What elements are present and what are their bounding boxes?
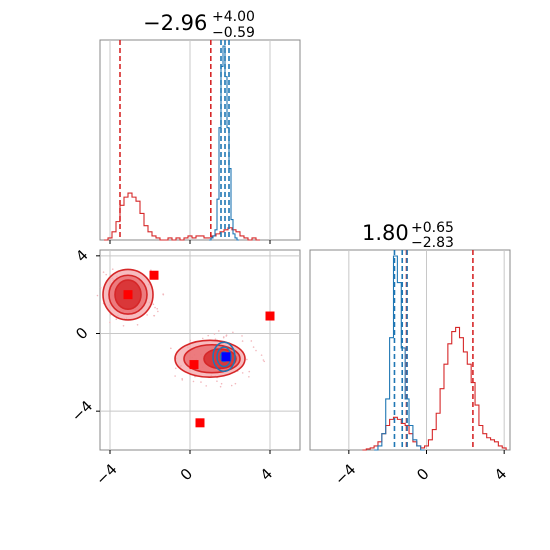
scatter-point	[200, 381, 202, 383]
scatter-point	[105, 273, 108, 276]
red-truth-marker	[195, 418, 205, 428]
scatter-point	[248, 375, 250, 378]
scatter-point	[152, 303, 155, 306]
x-tick-label: −4	[331, 460, 359, 488]
histogram-step-blue	[374, 255, 425, 451]
scatter-point	[201, 337, 204, 340]
scatter-point	[207, 334, 210, 337]
scatter-point	[218, 330, 220, 332]
marginal-1-frame	[99, 39, 301, 241]
scatter-point	[225, 335, 228, 337]
scatter-point	[220, 382, 223, 385]
marginal-histogram-param2: −4 0 4	[309, 249, 511, 489]
red-truth-marker	[123, 290, 133, 300]
red-truth-marker	[189, 360, 199, 370]
scatter-point	[214, 338, 217, 340]
scatter-point	[222, 336, 225, 338]
scatter-point	[241, 340, 244, 342]
scatter-point	[150, 269, 152, 271]
scatter-point	[230, 384, 233, 387]
scatter-point	[213, 333, 216, 335]
scatter-point	[246, 358, 248, 361]
scatter-point	[174, 367, 177, 370]
scatter-point	[232, 331, 234, 334]
scatter-point	[162, 293, 164, 295]
scatter-point	[170, 347, 172, 350]
scatter-point	[263, 360, 266, 363]
title-param2-minus: −2.83	[411, 235, 454, 251]
scatter-point	[241, 335, 243, 337]
scatter-point	[109, 321, 111, 324]
title-param1-value: −2.96	[143, 11, 207, 35]
blue-truth-marker	[221, 352, 231, 362]
scatter-point	[157, 310, 159, 313]
title-param1-plus: +4.00	[212, 9, 255, 25]
x-tick-label: −4	[92, 460, 120, 488]
histogram-step-red	[362, 326, 507, 451]
scatter-point	[99, 286, 102, 289]
blue-contour	[212, 341, 236, 373]
scatter-point	[146, 314, 148, 316]
scatter-point	[189, 339, 192, 342]
x-tick-label: 4	[257, 465, 276, 484]
scatter-point	[234, 382, 237, 385]
blue-contour	[216, 346, 232, 368]
scatter-point	[241, 372, 244, 374]
joint-contour-panel: −4 0 4 4 0 −4	[68, 246, 301, 489]
scatter-point	[174, 375, 176, 377]
scatter-point	[260, 354, 263, 356]
histogram-step-blue	[209, 45, 239, 241]
marginal-2-frame	[309, 249, 511, 451]
scatter-point	[252, 346, 255, 348]
scatter-point	[96, 294, 99, 297]
title-param1-minus: −0.59	[212, 25, 255, 41]
scatter-point	[154, 306, 156, 309]
scatter-point	[136, 324, 139, 326]
scatter-point	[122, 324, 125, 327]
scatter-point	[156, 307, 159, 310]
title-param1: −2.96 +4.00 −0.59	[143, 9, 255, 41]
marginal-histogram-param1	[99, 39, 301, 244]
y-tick-label: 0	[72, 324, 91, 343]
scatter-point	[153, 314, 156, 317]
scatter-point	[115, 318, 118, 320]
x-tick-label: 0	[177, 465, 196, 484]
scatter-point	[250, 340, 253, 342]
y-tick-label: −4	[68, 397, 96, 425]
scatter-point	[216, 380, 218, 382]
title-param2-value: 1.80	[362, 221, 409, 245]
x-tick-label: 0	[413, 465, 432, 484]
red-truth-marker	[149, 270, 159, 280]
scatter-point	[192, 380, 195, 383]
red-truth-marker	[265, 311, 275, 321]
scatter-point	[102, 271, 105, 273]
scatter-point	[205, 385, 208, 387]
title-param2: 1.80 +0.65 −2.83	[362, 220, 454, 251]
scatter-point	[219, 385, 222, 388]
title-param2-plus: +0.65	[411, 220, 454, 236]
scatter-point	[111, 268, 114, 270]
histogram-step-red	[104, 192, 260, 241]
scatter-point	[181, 377, 183, 380]
scatter-point	[262, 359, 265, 361]
scatter-point	[255, 349, 257, 352]
y-tick-label: 4	[72, 246, 91, 265]
scatter-point	[248, 370, 251, 373]
x-tick-label: 4	[491, 465, 510, 484]
